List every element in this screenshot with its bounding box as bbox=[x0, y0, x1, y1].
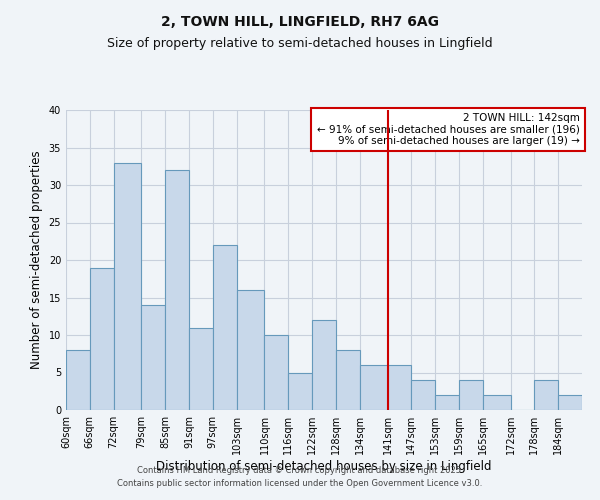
Bar bbox=[535, 380, 558, 410]
Bar bbox=[312, 320, 336, 410]
Bar bbox=[66, 350, 90, 410]
Y-axis label: Number of semi-detached properties: Number of semi-detached properties bbox=[30, 150, 43, 370]
Bar bbox=[165, 170, 189, 410]
X-axis label: Distribution of semi-detached houses by size in Lingfield: Distribution of semi-detached houses by … bbox=[156, 460, 492, 473]
Bar bbox=[265, 335, 288, 410]
Text: Size of property relative to semi-detached houses in Lingfield: Size of property relative to semi-detach… bbox=[107, 38, 493, 51]
Bar bbox=[90, 268, 113, 410]
Bar bbox=[189, 328, 213, 410]
Bar bbox=[483, 395, 511, 410]
Bar bbox=[360, 365, 388, 410]
Bar bbox=[412, 380, 435, 410]
Bar bbox=[435, 395, 459, 410]
Bar bbox=[236, 290, 265, 410]
Text: Contains HM Land Registry data © Crown copyright and database right 2025.
Contai: Contains HM Land Registry data © Crown c… bbox=[118, 466, 482, 487]
Bar bbox=[142, 305, 165, 410]
Text: 2 TOWN HILL: 142sqm
← 91% of semi-detached houses are smaller (196)
9% of semi-d: 2 TOWN HILL: 142sqm ← 91% of semi-detach… bbox=[317, 113, 580, 146]
Bar bbox=[459, 380, 483, 410]
Bar bbox=[213, 245, 236, 410]
Bar bbox=[558, 395, 582, 410]
Bar bbox=[288, 372, 312, 410]
Bar bbox=[113, 162, 142, 410]
Bar bbox=[388, 365, 412, 410]
Text: 2, TOWN HILL, LINGFIELD, RH7 6AG: 2, TOWN HILL, LINGFIELD, RH7 6AG bbox=[161, 15, 439, 29]
Bar bbox=[336, 350, 360, 410]
